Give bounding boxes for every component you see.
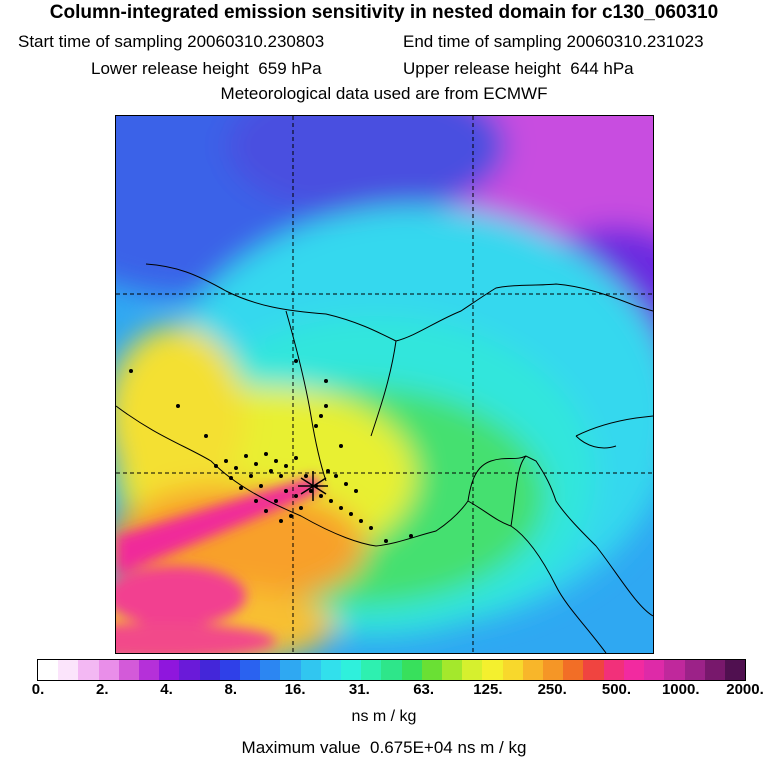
colorbar-tick-label: 31. — [348, 681, 370, 698]
colorbar-swatch — [260, 660, 281, 680]
coastline-gulf — [145, 263, 653, 342]
upper-release-value: 644 hPa — [570, 59, 634, 78]
map-canvas — [116, 116, 653, 653]
colorbar-swatch — [341, 660, 362, 680]
colorbar-tick-label: 8. — [224, 681, 238, 698]
lower-release-label: Lower release height — [91, 59, 249, 78]
colorbar-swatch — [502, 660, 523, 680]
colorbar-swatch — [583, 660, 604, 680]
gridlines — [116, 116, 653, 653]
met-data-note: Meteorological data used are from ECMWF — [220, 84, 548, 103]
colorbar-swatch — [482, 660, 503, 680]
emission-sensitivity-map — [115, 115, 654, 654]
colorbar-swatch — [623, 660, 645, 680]
colorbar-tick-label: 63. — [413, 681, 435, 698]
colorbar-swatch — [361, 660, 382, 680]
maximum-value-label: Maximum value — [241, 738, 361, 757]
colorbar-swatch — [98, 660, 119, 680]
sampling-start: Start time of sampling 20060310.230803 — [18, 32, 324, 52]
field-blue-top — [226, 116, 506, 216]
colorbar-swatch — [179, 660, 200, 680]
colorbar-swatch — [78, 660, 99, 680]
colorbar-swatch — [704, 660, 725, 680]
lower-release-height: Lower release height 659 hPa — [91, 59, 322, 79]
colorbar-swatch — [644, 660, 665, 680]
colorbar-swatch — [58, 660, 79, 680]
colorbar-swatch — [118, 660, 140, 680]
colorbar-swatch — [603, 660, 624, 680]
sampling-end-label: End time of sampling — [403, 32, 562, 51]
release-points — [129, 359, 413, 543]
colorbar-swatch — [280, 660, 301, 680]
colorbar-swatch — [320, 660, 342, 680]
sampling-start-value: 20060310.230803 — [187, 32, 325, 51]
colorbar-swatch — [240, 660, 261, 680]
colorbar-tick-label: 2. — [96, 681, 109, 698]
colorbar-swatch — [543, 660, 564, 680]
colorbar — [37, 659, 746, 681]
colorbar-swatch — [724, 660, 746, 680]
colorbar-tick-label: 16. — [284, 681, 306, 698]
colorbar-swatch — [401, 660, 422, 680]
colorbar-swatch — [442, 660, 463, 680]
colorbar-swatch — [462, 660, 483, 680]
sampling-end-value: 20060310.231023 — [566, 32, 704, 51]
sampling-start-label: Start time of sampling — [18, 32, 183, 51]
colorbar-tick-label: 4. — [160, 681, 173, 698]
colorbar-swatch — [381, 660, 402, 680]
colorbar-swatch — [300, 660, 321, 680]
colorbar-swatch — [199, 660, 220, 680]
upper-release-height: Upper release height 644 hPa — [403, 59, 634, 79]
colorbar-swatch — [664, 660, 685, 680]
lower-release-value: 659 hPa — [258, 59, 322, 78]
colorbar-swatch — [139, 660, 160, 680]
maximum-value-number: 0.675E+04 ns m / kg — [370, 738, 527, 757]
field-plume-edge — [116, 623, 276, 653]
field-plume-south — [116, 566, 246, 626]
field-plume — [116, 476, 321, 576]
colorbar-swatch — [684, 660, 705, 680]
colorbar-swatch — [219, 660, 241, 680]
colorbar-units: ns m / kg — [351, 708, 417, 725]
border-lines — [285, 310, 397, 482]
colorbar-tick-label: 250. — [537, 681, 567, 698]
field-yellow-west — [116, 326, 246, 506]
colorbar-tick-label: 2000. — [726, 681, 764, 698]
caribbean-coast — [575, 415, 653, 449]
colorbar-swatch — [563, 660, 584, 680]
colorbar-swatch — [159, 660, 180, 680]
colorbar-tick-label: 125. — [473, 681, 503, 698]
coastline-pacific — [116, 405, 653, 617]
maximum-value: Maximum value 0.675E+04 ns m / kg — [0, 738, 768, 758]
release-location-marker — [298, 471, 328, 501]
map-title: Column-integrated emission sensitivity i… — [49, 2, 719, 23]
colorbar-tick-label: 500. — [601, 681, 632, 698]
upper-release-label: Upper release height — [403, 59, 561, 78]
colorbar-swatch — [38, 660, 59, 680]
colorbar-tick-label: 0. — [31, 681, 45, 698]
colorbar-swatch — [421, 660, 443, 680]
colorbar-swatch — [522, 660, 544, 680]
central-america-borders — [467, 455, 607, 653]
colorbar-tick-label: 1000. — [661, 681, 700, 698]
sampling-end: End time of sampling 20060310.231023 — [403, 32, 704, 52]
